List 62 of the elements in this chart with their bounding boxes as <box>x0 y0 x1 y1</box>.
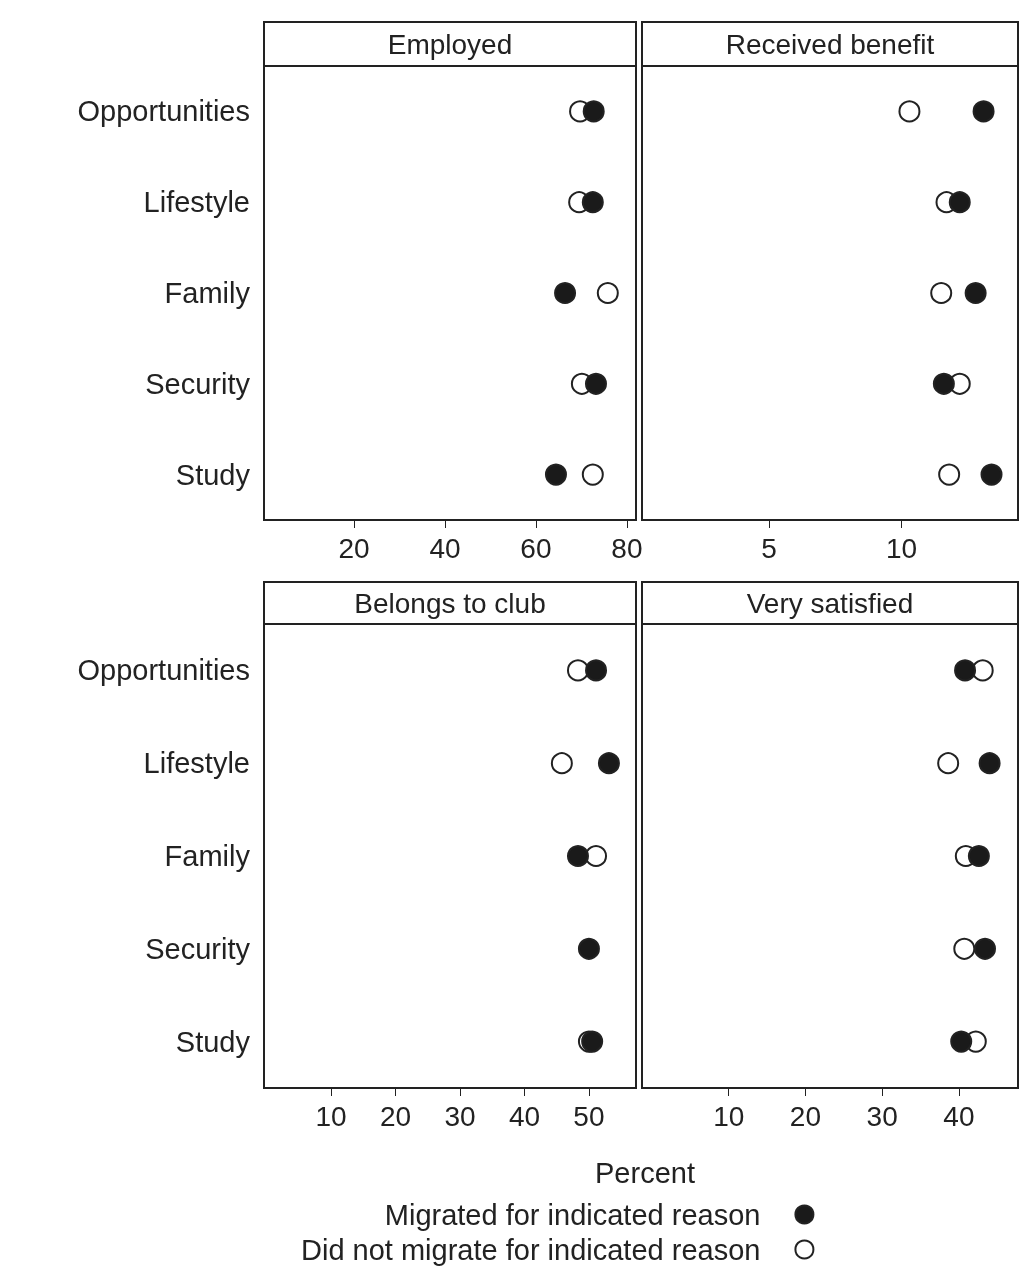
point <box>971 659 994 682</box>
point <box>964 282 987 304</box>
legend-label: Migrated for indicated reason <box>384 1198 761 1231</box>
point <box>972 100 995 123</box>
y-tick-label: Study <box>175 458 251 491</box>
point <box>950 1030 973 1053</box>
chart-title: Belongs to club <box>354 587 546 619</box>
y-tick-label: Family <box>164 840 251 872</box>
x-tick-label: 40 <box>429 532 461 564</box>
point <box>585 659 608 682</box>
point <box>980 463 1003 486</box>
point <box>554 282 577 304</box>
point <box>567 659 589 682</box>
x-tick-label: 30 <box>444 1100 476 1132</box>
point <box>544 463 567 486</box>
legend-label: Did not migrate for indicated reason <box>300 1233 761 1266</box>
point <box>550 752 573 775</box>
x-tick-label: 30 <box>866 1100 898 1132</box>
chart-title: Employed <box>387 28 513 60</box>
x-tick-label: 10 <box>713 1100 745 1132</box>
x-tick-label: 60 <box>520 532 552 564</box>
x-tick-label: 10 <box>885 532 918 564</box>
y-tick-label: Family <box>164 277 251 309</box>
x-tick-label: 40 <box>943 1100 975 1132</box>
point <box>596 282 619 304</box>
x-axis-title: Percent <box>595 1156 695 1189</box>
point <box>581 191 604 214</box>
y-tick-label: Lifestyle <box>143 186 250 219</box>
point <box>585 845 608 867</box>
y-tick-label: Opportunities <box>77 654 250 687</box>
point <box>974 937 996 960</box>
point <box>582 100 605 123</box>
y-tick-label: Security <box>145 367 251 400</box>
x-tick-label: 20 <box>789 1100 822 1132</box>
point <box>967 845 990 867</box>
point <box>581 463 604 486</box>
chart-title: Very satisfied <box>746 587 914 619</box>
x-tick-label: 5 <box>761 532 777 564</box>
x-tick-label: 10 <box>315 1100 347 1132</box>
y-tick-label: Lifestyle <box>143 747 250 780</box>
y-tick-label: Opportunities <box>77 95 250 128</box>
point <box>954 659 977 682</box>
point <box>597 752 620 775</box>
point <box>930 282 953 304</box>
point <box>937 752 960 775</box>
point <box>978 752 1001 775</box>
point <box>577 937 600 960</box>
point <box>585 372 607 395</box>
x-tick-label: 20 <box>379 1100 412 1132</box>
x-tick-label: 20 <box>338 532 370 564</box>
point <box>948 191 971 214</box>
chart-title: Received benefit <box>725 28 935 60</box>
point <box>567 845 589 867</box>
point <box>938 463 961 486</box>
y-tick-label: Study <box>175 1025 251 1058</box>
y-tick-label: Security <box>145 932 251 965</box>
x-tick-label: 50 <box>573 1100 605 1132</box>
x-tick-label: 40 <box>508 1100 541 1132</box>
point <box>953 937 976 960</box>
point <box>898 100 921 123</box>
point <box>932 372 955 395</box>
x-tick-label: 80 <box>611 532 643 564</box>
